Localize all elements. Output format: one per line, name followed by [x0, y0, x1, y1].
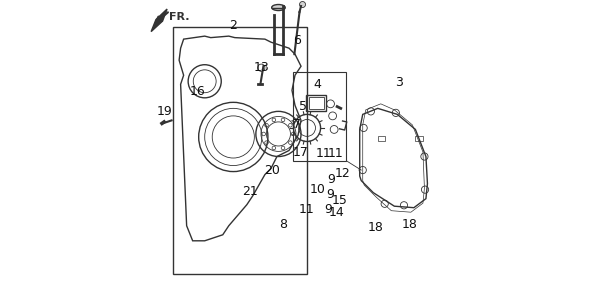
Text: 18: 18 — [368, 221, 384, 234]
Text: 12: 12 — [335, 166, 350, 180]
Polygon shape — [179, 36, 301, 241]
Text: 10: 10 — [310, 183, 326, 196]
Bar — [293, 72, 346, 161]
Text: 2: 2 — [230, 19, 237, 32]
Text: 7: 7 — [293, 118, 300, 132]
Text: 9: 9 — [326, 188, 334, 201]
Text: 11: 11 — [299, 203, 314, 216]
Polygon shape — [151, 9, 167, 32]
Text: 8: 8 — [280, 218, 287, 231]
Text: 4: 4 — [314, 78, 322, 91]
Bar — [306, 95, 326, 111]
Bar — [378, 136, 385, 141]
Text: FR.: FR. — [169, 11, 189, 22]
Text: 21: 21 — [242, 185, 258, 198]
Text: 18: 18 — [401, 218, 417, 231]
Polygon shape — [360, 108, 427, 208]
Text: 15: 15 — [332, 194, 348, 207]
Bar — [415, 136, 423, 141]
Text: 6: 6 — [293, 34, 301, 47]
Text: 11: 11 — [327, 147, 343, 160]
Circle shape — [300, 2, 306, 8]
Text: 19: 19 — [157, 105, 173, 118]
Text: 17: 17 — [293, 146, 309, 160]
Text: 20: 20 — [264, 163, 280, 177]
Text: 5: 5 — [300, 100, 307, 113]
Bar — [173, 27, 307, 274]
Text: 9: 9 — [327, 172, 335, 186]
Text: 13: 13 — [254, 61, 270, 74]
Text: 3: 3 — [395, 76, 403, 89]
Text: 11: 11 — [316, 147, 332, 160]
Bar — [309, 97, 323, 109]
Text: 16: 16 — [189, 85, 205, 98]
Ellipse shape — [271, 5, 285, 11]
Text: 9: 9 — [324, 203, 332, 216]
Text: 14: 14 — [329, 206, 344, 219]
